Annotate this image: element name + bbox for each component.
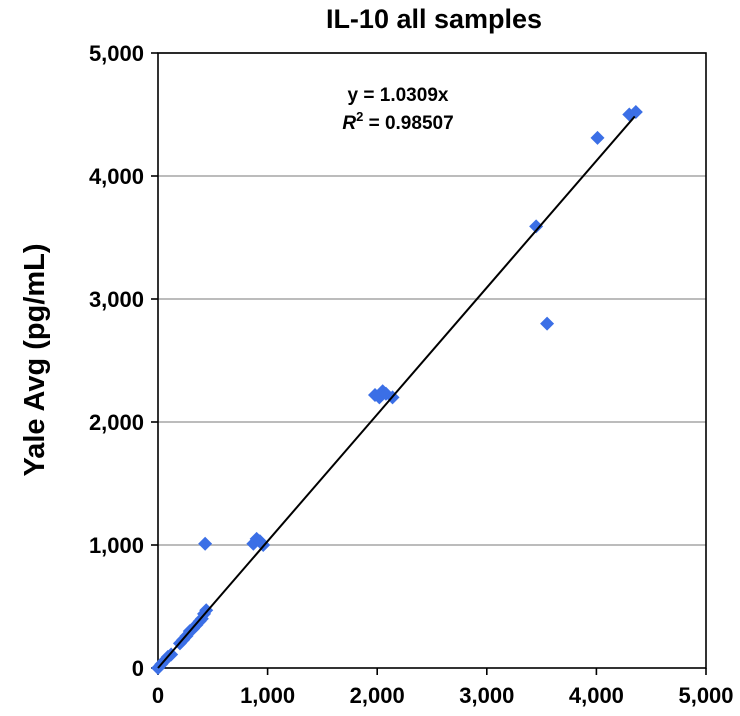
- x-tick-labels: 0 1,000 2,000 3,000 4,000 5,000: [152, 683, 734, 708]
- data-point: [198, 536, 213, 551]
- y-tick-label: 3,000: [89, 287, 144, 312]
- chart-title: IL-10 all samples: [326, 4, 542, 34]
- axes: [151, 52, 707, 675]
- data-point: [529, 219, 544, 234]
- x-tick-label: 0: [152, 683, 164, 708]
- x-tick-label: 3,000: [459, 683, 514, 708]
- y-tick-label: 1,000: [89, 533, 144, 558]
- y-tick-label: 4,000: [89, 164, 144, 189]
- y-tick-labels: 0 1,000 2,000 3,000 4,000 5,000: [89, 41, 144, 681]
- x-tick-label: 2,000: [350, 683, 405, 708]
- plot-area-border: [157, 52, 707, 669]
- r-squared-symbol: R: [342, 113, 356, 134]
- y-tick-label: 0: [132, 656, 144, 681]
- trendline: [157, 115, 636, 669]
- data-point: [590, 130, 605, 145]
- x-tick-label: 5,000: [678, 683, 733, 708]
- data-point: [628, 105, 643, 120]
- x-tick-label: 1,000: [240, 683, 295, 708]
- x-tick-label: 4,000: [569, 683, 624, 708]
- y-axis-label: Yale Avg (pg/mL): [19, 243, 51, 476]
- trendline-group: [157, 115, 636, 669]
- r-squared-value: = 0.98507: [363, 113, 453, 134]
- y-tick-label: 5,000: [89, 41, 144, 66]
- data-point: [540, 316, 555, 331]
- trendline-equation: y = 1.0309x: [348, 85, 449, 106]
- r-squared-label: R2 = 0.98507: [342, 109, 453, 134]
- r-squared-superscript: 2: [356, 109, 363, 124]
- y-tick-label: 2,000: [89, 410, 144, 435]
